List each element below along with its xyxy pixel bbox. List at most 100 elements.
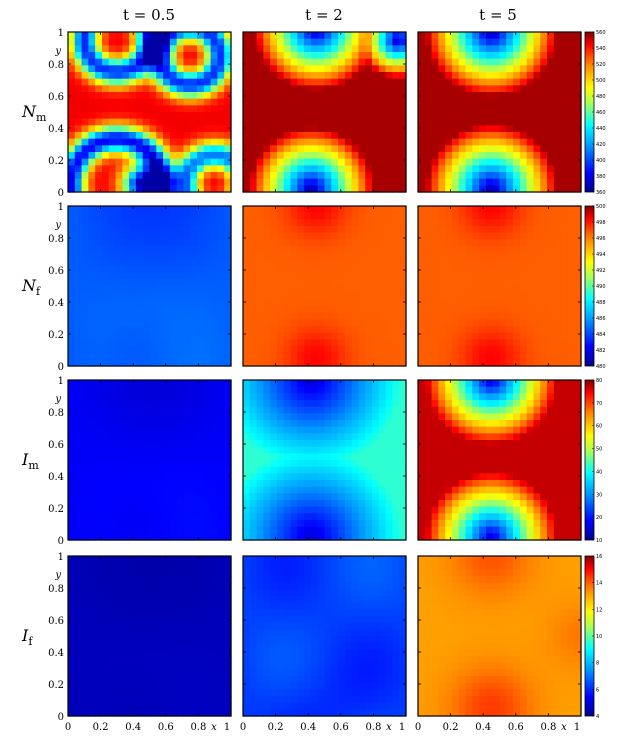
heatmap-cell	[351, 246, 360, 254]
heatmap-cell	[297, 226, 305, 234]
heatmap-cell	[283, 232, 292, 240]
heatmap-cell	[526, 306, 535, 314]
heatmap-cell	[263, 292, 271, 300]
heatmap-cell	[438, 433, 446, 441]
heatmap-cell	[310, 460, 319, 468]
heatmap-cell	[392, 58, 400, 66]
heatmap-cell	[169, 380, 178, 388]
heatmap-cell	[526, 312, 535, 320]
heatmap-cell	[115, 78, 123, 86]
heatmap-cell	[68, 132, 76, 140]
heatmap-cell	[431, 359, 439, 367]
heatmap-cell	[338, 486, 346, 494]
heatmap-cell	[176, 500, 185, 508]
heatmap-cell	[547, 32, 555, 40]
heatmap-cell	[276, 145, 285, 153]
heatmap-cell	[256, 359, 264, 367]
heatmap-cell	[519, 346, 528, 354]
heatmap-cell	[365, 480, 373, 488]
heatmap-cell	[519, 105, 528, 113]
heatmap-cell	[317, 453, 326, 461]
heatmap-cell	[81, 299, 89, 307]
heatmap-cell	[365, 506, 373, 514]
colorbar-tick-label: 440	[596, 126, 606, 132]
heatmap-cell	[438, 52, 446, 60]
heatmap-cell	[297, 332, 305, 340]
heatmap-cell	[129, 72, 137, 80]
heatmap-cell	[203, 32, 212, 40]
heatmap-cell	[506, 85, 514, 93]
heatmap-cell	[197, 352, 205, 360]
heatmap-cell	[68, 520, 76, 528]
heatmap-cell	[129, 500, 137, 508]
heatmap-cell	[176, 65, 185, 73]
heatmap-cell	[533, 232, 541, 240]
heatmap-cell	[142, 259, 151, 267]
heatmap-cell	[108, 32, 117, 40]
heatmap-cell	[492, 272, 501, 280]
panels-group: Nm00.20.40.60.81y36038040042044046048050…	[21, 28, 606, 733]
heatmap-cell	[344, 52, 353, 60]
heatmap-cell	[224, 272, 232, 280]
heatmap-cell	[176, 45, 185, 53]
heatmap-cell	[458, 45, 467, 53]
heatmap-cell	[224, 346, 232, 354]
heatmap-cell	[445, 232, 453, 240]
heatmap-cell	[190, 292, 198, 300]
heatmap-cell	[358, 346, 366, 354]
heatmap-cell	[338, 380, 346, 388]
heatmap-cell	[344, 145, 353, 153]
heatmap-cell	[203, 272, 212, 280]
heatmap-cell	[372, 32, 380, 40]
heatmap-cell	[68, 85, 76, 93]
heatmap-cell	[115, 92, 123, 100]
heatmap-cell	[197, 246, 205, 254]
heatmap-cell	[156, 446, 164, 454]
heatmap-cell	[344, 252, 353, 260]
heatmap-cell	[290, 132, 298, 140]
heatmap-cell	[210, 185, 219, 193]
heatmap-cell	[526, 65, 535, 73]
heatmap-cell	[224, 266, 232, 274]
heatmap-cell	[499, 252, 507, 260]
heatmap-cell	[183, 306, 191, 314]
heatmap-cell	[445, 279, 453, 287]
heatmap-cell	[399, 486, 407, 494]
heatmap-cell	[217, 112, 225, 120]
heatmap-cell	[358, 118, 366, 126]
heatmap-cell	[129, 299, 137, 307]
heatmap-cell	[310, 212, 319, 220]
heatmap-cell	[418, 312, 426, 320]
heatmap-cell	[372, 138, 380, 146]
heatmap-cell	[458, 138, 467, 146]
heatmap-cell	[101, 460, 110, 468]
heatmap-cell	[331, 319, 339, 327]
heatmap-cell	[135, 125, 144, 133]
heatmap-cell	[451, 118, 460, 126]
heatmap-cell	[372, 466, 380, 474]
heatmap-cell	[324, 112, 332, 120]
heatmap-cell	[183, 440, 191, 448]
heatmap-cell	[399, 78, 407, 86]
heatmap-cell	[290, 486, 298, 494]
heatmap-cell	[351, 212, 360, 220]
heatmap-cell	[399, 279, 407, 287]
colorbar-tick-label: 500	[596, 78, 606, 84]
heatmap-cell	[95, 306, 103, 314]
heatmap-cell	[513, 359, 521, 367]
heatmap-cell	[197, 212, 205, 220]
heatmap-cell	[485, 212, 494, 220]
heatmap-cell	[324, 226, 332, 234]
heatmap-cell	[81, 239, 89, 247]
heatmap-cell	[149, 299, 157, 307]
heatmap-cell	[479, 125, 487, 133]
heatmap-cell	[533, 65, 541, 73]
heatmap-cell	[506, 326, 514, 334]
heatmap-cell	[431, 78, 439, 86]
heatmap-cell	[68, 299, 76, 307]
heatmap-cell	[135, 58, 144, 66]
heatmap-cell	[74, 466, 83, 474]
heatmap-cell	[304, 58, 312, 66]
heatmap-cell	[485, 332, 494, 340]
heatmap-cell	[270, 252, 278, 260]
